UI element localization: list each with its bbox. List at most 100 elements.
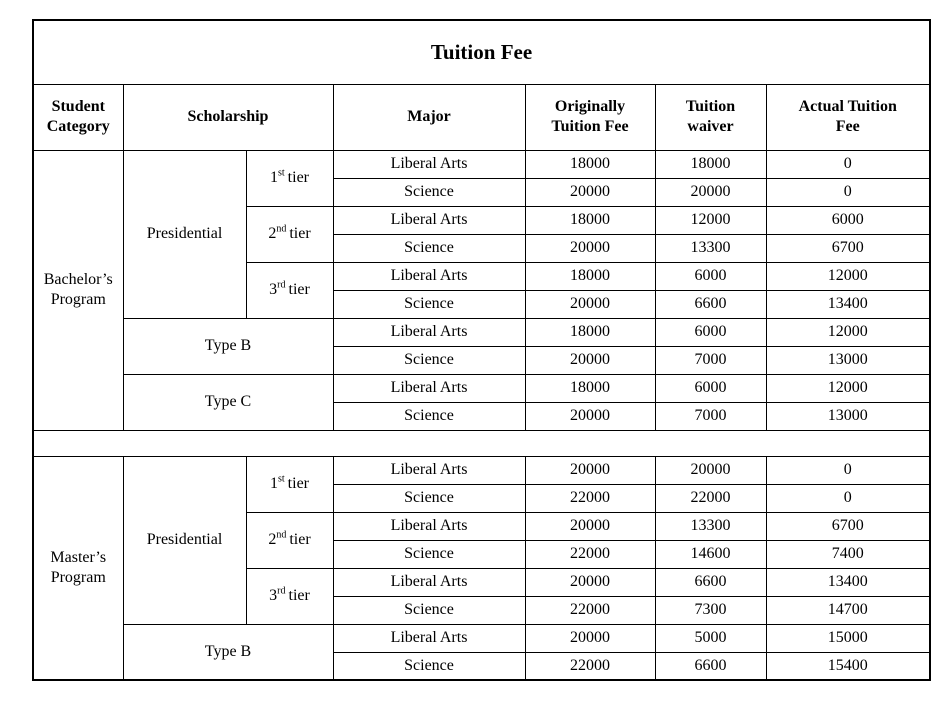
actual-fee-cell: 13400 <box>765 567 931 597</box>
table-row: 2nd tier Liberal Arts 18000 12000 6000 <box>33 205 931 263</box>
actual-fee-cell: 15000 <box>765 623 931 653</box>
col-header-major: Major <box>332 83 526 151</box>
tier-cell: 1st tier <box>245 455 334 513</box>
table-row: Science 22000 22000 0 <box>33 483 931 513</box>
waiver-cell: 6000 <box>654 373 767 403</box>
scholarship-cell: Type C <box>122 373 334 431</box>
scholarship-cell: Type B <box>122 623 334 681</box>
col-header-actual-tuition-fee: Actual Tuition Fee <box>765 83 931 151</box>
actual-fee-cell: 12000 <box>765 317 931 347</box>
tier-cell: 3rd tier <box>245 567 334 625</box>
waiver-cell: 6600 <box>654 651 767 681</box>
actual-fee-cell: 12000 <box>765 373 931 403</box>
tuition-fee-table: Tuition Fee Student Category Scholarship… <box>32 19 932 681</box>
waiver-cell: 22000 <box>654 483 767 513</box>
major-cell: Liberal Arts <box>332 261 526 291</box>
major-cell: Science <box>332 289 526 319</box>
major-cell: Liberal Arts <box>332 623 526 653</box>
scholarship-cell: Presidential <box>122 149 247 319</box>
waiver-cell: 13300 <box>654 233 767 263</box>
waiver-cell: 20000 <box>654 455 767 485</box>
original-fee-cell: 20000 <box>524 567 656 597</box>
actual-fee-cell: 6700 <box>765 233 931 263</box>
waiver-cell: 5000 <box>654 623 767 653</box>
actual-fee-cell: 0 <box>765 149 931 179</box>
tier-number: 3 <box>269 587 278 604</box>
original-fee-cell: 18000 <box>524 317 656 347</box>
major-cell: Science <box>332 539 526 569</box>
tier-ordinal: st <box>278 473 285 485</box>
table-row: Science 20000 6600 13400 <box>33 289 931 319</box>
original-fee-cell: 20000 <box>524 345 656 375</box>
tier-number: 2 <box>268 225 277 242</box>
col-header-originally-tuition-fee: Originally Tuition Fee <box>524 83 656 151</box>
tier-word: tier <box>288 587 310 604</box>
original-fee-cell: 20000 <box>524 177 656 207</box>
tier-word: tier <box>287 169 309 186</box>
waiver-cell: 6600 <box>654 567 767 597</box>
tier-number: 1 <box>270 475 278 492</box>
major-cell: Science <box>332 177 526 207</box>
original-fee-cell: 20000 <box>524 511 656 541</box>
header-line: Tuition Fee <box>551 118 629 135</box>
table-row: Master’s Program Presidential 1st tier Li… <box>32 455 931 681</box>
waiver-cell: 6600 <box>654 289 767 319</box>
tier-number: 1 <box>270 169 278 186</box>
header-line: waiver <box>687 118 734 135</box>
table-header-row: Student Category Scholarship Major Origi… <box>32 83 931 151</box>
major-cell: Liberal Arts <box>332 373 526 403</box>
scholarship-cell: Type B <box>122 317 334 375</box>
actual-fee-cell: 0 <box>765 483 931 513</box>
header-line: Scholarship <box>187 108 269 125</box>
spacer-cell <box>33 429 931 457</box>
spacer-row <box>33 429 931 457</box>
major-cell: Liberal Arts <box>332 511 526 541</box>
table-row: Science 22000 6600 15400 <box>33 651 931 681</box>
tier-ordinal: nd <box>276 223 287 235</box>
table-row: Science 20000 20000 0 <box>33 177 931 207</box>
original-fee-cell: 18000 <box>524 261 656 291</box>
col-header-scholarship: Scholarship <box>122 83 334 151</box>
actual-fee-cell: 7400 <box>765 539 931 569</box>
actual-fee-cell: 13400 <box>765 289 931 319</box>
tier-cell: 2nd tier <box>245 205 334 263</box>
waiver-cell: 6000 <box>654 261 767 291</box>
category-cell: Bachelor’s Program <box>32 149 124 431</box>
waiver-cell: 7000 <box>654 401 767 431</box>
original-fee-cell: 20000 <box>524 233 656 263</box>
tier-word: tier <box>287 475 309 492</box>
original-fee-cell: 18000 <box>524 205 656 235</box>
major-cell: Liberal Arts <box>332 205 526 235</box>
original-fee-cell: 22000 <box>524 483 656 513</box>
header-line: Originally <box>554 98 626 115</box>
major-cell: Science <box>332 345 526 375</box>
original-fee-cell: 18000 <box>524 149 656 179</box>
header-line: Fee <box>835 118 860 135</box>
waiver-cell: 6000 <box>654 317 767 347</box>
original-fee-cell: 20000 <box>524 289 656 319</box>
table-row: 3rd tier Liberal Arts 20000 6600 13400 <box>33 567 931 625</box>
table-row: Tuition Fee <box>32 19 931 85</box>
tier-ordinal: nd <box>276 529 287 541</box>
major-cell: Liberal Arts <box>332 455 526 485</box>
waiver-cell: 7000 <box>654 345 767 375</box>
actual-fee-cell: 13000 <box>765 345 931 375</box>
major-cell: Science <box>332 483 526 513</box>
tier-number: 3 <box>269 281 278 298</box>
tier-word: tier <box>289 531 311 548</box>
major-cell: Science <box>332 595 526 625</box>
major-cell: Liberal Arts <box>332 149 526 179</box>
original-fee-cell: 22000 <box>524 539 656 569</box>
tier-ordinal: st <box>278 167 285 179</box>
waiver-cell: 14600 <box>654 539 767 569</box>
original-fee-cell: 20000 <box>524 401 656 431</box>
original-fee-cell: 18000 <box>524 373 656 403</box>
tier-cell: 3rd tier <box>245 261 334 319</box>
table-row: 3rd tier Liberal Arts 18000 6000 12000 <box>33 261 931 319</box>
original-fee-cell: 22000 <box>524 595 656 625</box>
actual-fee-cell: 12000 <box>765 261 931 291</box>
waiver-cell: 13300 <box>654 511 767 541</box>
scholarship-cell: Presidential <box>122 455 247 625</box>
major-cell: Science <box>332 401 526 431</box>
